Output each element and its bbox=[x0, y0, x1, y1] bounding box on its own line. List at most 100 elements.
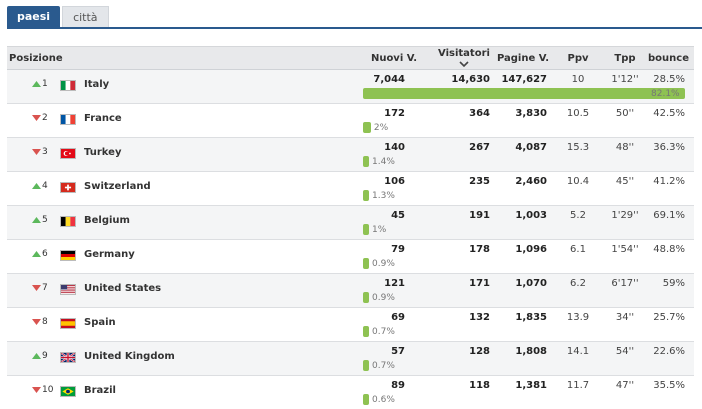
share-bar bbox=[363, 190, 369, 201]
share-label: 0.7% bbox=[372, 361, 395, 371]
table-row[interactable]: 2 France 172 364 3,830 10.5 50'' 42.5% 2% bbox=[7, 104, 694, 138]
pagine-viste: 1,381 bbox=[515, 380, 547, 391]
trend-up-icon bbox=[32, 183, 41, 189]
table-row[interactable]: 9 United Kingdom 57 128 1,808 14.1 54'' 22.6% 0.… bbox=[7, 342, 694, 376]
col-visitatori[interactable]: Visitatori bbox=[435, 47, 493, 68]
rank: 4 bbox=[32, 181, 62, 191]
share-bar bbox=[363, 224, 369, 235]
ppv: 10 bbox=[571, 74, 585, 85]
trend-down-icon bbox=[32, 115, 41, 121]
share-bar bbox=[363, 88, 685, 99]
share-label: 2% bbox=[373, 123, 389, 133]
table-row[interactable]: 3 Turkey 140 267 4,087 15.3 48'' 36.3% 1.4% bbox=[7, 138, 694, 172]
pagine-viste: 4,087 bbox=[515, 142, 547, 153]
tpp: 50'' bbox=[615, 108, 635, 119]
bounce-rate: 28.5% bbox=[653, 74, 685, 85]
table-row[interactable]: 10 Brazil 89 118 1,381 11.7 47'' 35.5% 0.6% bbox=[7, 376, 694, 409]
visitatori: 267 bbox=[469, 142, 490, 153]
rank-number: 3 bbox=[42, 147, 48, 157]
table-row[interactable]: 5 Belgium 45 191 1,003 5.2 1'29'' 69.1% 1% bbox=[7, 206, 694, 240]
share-bar bbox=[363, 292, 369, 303]
trend-up-icon bbox=[32, 81, 41, 87]
visitatori: 364 bbox=[469, 108, 490, 119]
flag-tr-icon bbox=[60, 148, 76, 159]
rank-number: 9 bbox=[42, 351, 48, 361]
pagine-viste: 1,835 bbox=[515, 312, 547, 323]
share-bar bbox=[363, 360, 369, 371]
table-row[interactable]: 7 United States 121 171 1,070 6.2 6'17'' 59% 0.9… bbox=[7, 274, 694, 308]
tpp: 47'' bbox=[615, 380, 635, 391]
rank: 7 bbox=[32, 283, 62, 293]
table-row[interactable]: 8 Spain 69 132 1,835 13.9 34'' 25.7% 0.7% bbox=[7, 308, 694, 342]
trend-up-icon bbox=[32, 217, 41, 223]
nuovi-visitatori: 57 bbox=[391, 346, 405, 357]
share-label: 1.3% bbox=[372, 191, 395, 201]
rank-number: 4 bbox=[42, 181, 48, 191]
trend-down-icon bbox=[32, 387, 41, 393]
ppv: 13.9 bbox=[566, 312, 590, 323]
country-name[interactable]: United States bbox=[84, 283, 162, 294]
country-name[interactable]: Italy bbox=[84, 79, 110, 90]
flag-es-icon bbox=[60, 318, 76, 329]
pagine-viste: 1,096 bbox=[515, 244, 547, 255]
ppv: 10.4 bbox=[566, 176, 590, 187]
tab-citta[interactable]: città bbox=[62, 6, 109, 28]
pagine-viste: 1,808 bbox=[515, 346, 547, 357]
col-nuovi[interactable]: Nuovi V. bbox=[370, 53, 417, 64]
country-name[interactable]: United Kingdom bbox=[84, 351, 175, 362]
sort-down-icon bbox=[459, 61, 469, 68]
table-row[interactable]: 1 Italy 7,044 14,630 147,627 10 1'12'' 28.5% 82.… bbox=[7, 70, 694, 104]
country-name[interactable]: Switzerland bbox=[84, 181, 151, 192]
share-bar bbox=[363, 156, 369, 167]
tpp: 34'' bbox=[615, 312, 635, 323]
bounce-rate: 69.1% bbox=[653, 210, 685, 221]
trend-up-icon bbox=[32, 251, 41, 257]
rank: 8 bbox=[32, 317, 62, 327]
table-row[interactable]: 6 Germany 79 178 1,096 6.1 1'54'' 48.8% 0.9% bbox=[7, 240, 694, 274]
share-label: 0.9% bbox=[372, 259, 395, 269]
share-label: 0.6% bbox=[372, 395, 395, 405]
table-row[interactable]: 4 Switzerland 106 235 2,460 10.4 45'' 41.2% 1.3% bbox=[7, 172, 694, 206]
country-name[interactable]: Germany bbox=[84, 249, 135, 260]
country-name[interactable]: Turkey bbox=[84, 147, 122, 158]
nuovi-visitatori: 7,044 bbox=[373, 74, 405, 85]
country-name[interactable]: Brazil bbox=[84, 385, 116, 396]
rank: 1 bbox=[32, 79, 62, 89]
bounce-rate: 42.5% bbox=[653, 108, 685, 119]
country-name[interactable]: Spain bbox=[84, 317, 116, 328]
share-label: 0.7% bbox=[372, 327, 395, 337]
table-header: Posizione Nuovi V. Visitatori Pagine V. … bbox=[7, 46, 694, 70]
tab-paesi[interactable]: paesi bbox=[7, 6, 61, 28]
visitatori: 191 bbox=[469, 210, 490, 221]
rank-number: 8 bbox=[42, 317, 48, 327]
visitatori: 171 bbox=[469, 278, 490, 289]
visitatori: 132 bbox=[469, 312, 490, 323]
pagine-viste: 3,830 bbox=[515, 108, 547, 119]
country-name[interactable]: Belgium bbox=[84, 215, 130, 226]
visitatori: 128 bbox=[469, 346, 490, 357]
visitatori: 235 bbox=[469, 176, 490, 187]
rank-number: 6 bbox=[42, 249, 48, 259]
nuovi-visitatori: 106 bbox=[384, 176, 405, 187]
rank-number: 2 bbox=[42, 113, 48, 123]
col-tpp[interactable]: Tpp bbox=[614, 53, 636, 64]
tpp: 6'17'' bbox=[611, 278, 639, 289]
share-label: 0.9% bbox=[372, 293, 395, 303]
col-ppv[interactable]: Ppv bbox=[567, 53, 589, 64]
nuovi-visitatori: 172 bbox=[384, 108, 405, 119]
rank: 5 bbox=[32, 215, 62, 225]
bounce-rate: 41.2% bbox=[653, 176, 685, 187]
rank-number: 7 bbox=[42, 283, 48, 293]
col-visitatori-label: Visitatori bbox=[438, 48, 490, 59]
visitatori: 14,630 bbox=[451, 74, 490, 85]
visitatori: 178 bbox=[469, 244, 490, 255]
country-name[interactable]: France bbox=[84, 113, 122, 124]
flag-it-icon bbox=[60, 80, 76, 91]
col-bounce[interactable]: bounce bbox=[648, 53, 689, 64]
ppv: 5.2 bbox=[570, 210, 586, 221]
tpp: 1'12'' bbox=[611, 74, 639, 85]
flag-ch-icon bbox=[60, 182, 76, 193]
tpp: 1'54'' bbox=[611, 244, 639, 255]
col-pagine[interactable]: Pagine V. bbox=[496, 53, 549, 64]
col-posizione[interactable]: Posizione bbox=[9, 53, 63, 64]
